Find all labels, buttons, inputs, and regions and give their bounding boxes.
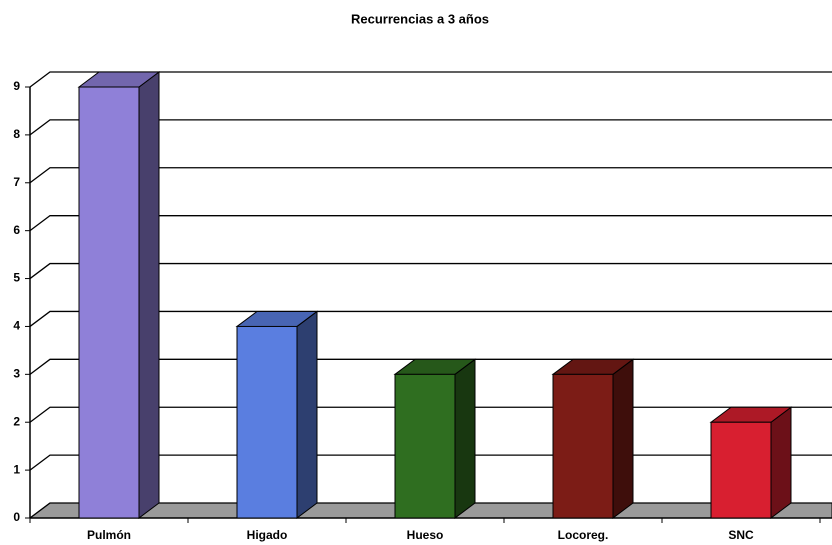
chart-title: Recurrencias a 3 años — [351, 11, 489, 26]
bar — [236, 325, 298, 519]
bar — [710, 421, 772, 519]
y-tick-label: 7 — [13, 175, 20, 189]
grid-line — [29, 215, 832, 232]
bar — [394, 373, 456, 519]
bar-side — [454, 358, 476, 519]
y-tick-label: 1 — [13, 462, 20, 476]
bar-side — [296, 310, 318, 519]
grid-line — [29, 310, 832, 327]
y-tick-label: 8 — [13, 127, 20, 141]
x-tick-label: Hueso — [407, 528, 444, 542]
bar-side — [770, 406, 792, 519]
y-tick-label: 9 — [13, 79, 20, 93]
bar-side — [138, 71, 160, 519]
bar — [78, 86, 140, 519]
y-tick-label: 3 — [13, 367, 20, 381]
grid-line — [29, 358, 832, 375]
x-tick-label: Higado — [247, 528, 288, 542]
bar — [552, 373, 614, 519]
bar-side — [612, 358, 634, 519]
y-tick-label: 2 — [13, 414, 20, 428]
grid-line — [29, 262, 832, 280]
x-tick-label: Pulmón — [87, 528, 131, 542]
y-tick-label: 6 — [13, 223, 20, 237]
x-tick-label: Locoreg. — [558, 528, 609, 542]
grid-line — [29, 119, 832, 136]
grid-line — [29, 71, 832, 88]
y-tick-label: 0 — [13, 510, 20, 524]
x-tick-label: SNC — [728, 528, 754, 542]
grid-line — [29, 167, 832, 184]
y-tick-label: 5 — [13, 271, 20, 285]
y-tick-label: 4 — [13, 319, 20, 333]
